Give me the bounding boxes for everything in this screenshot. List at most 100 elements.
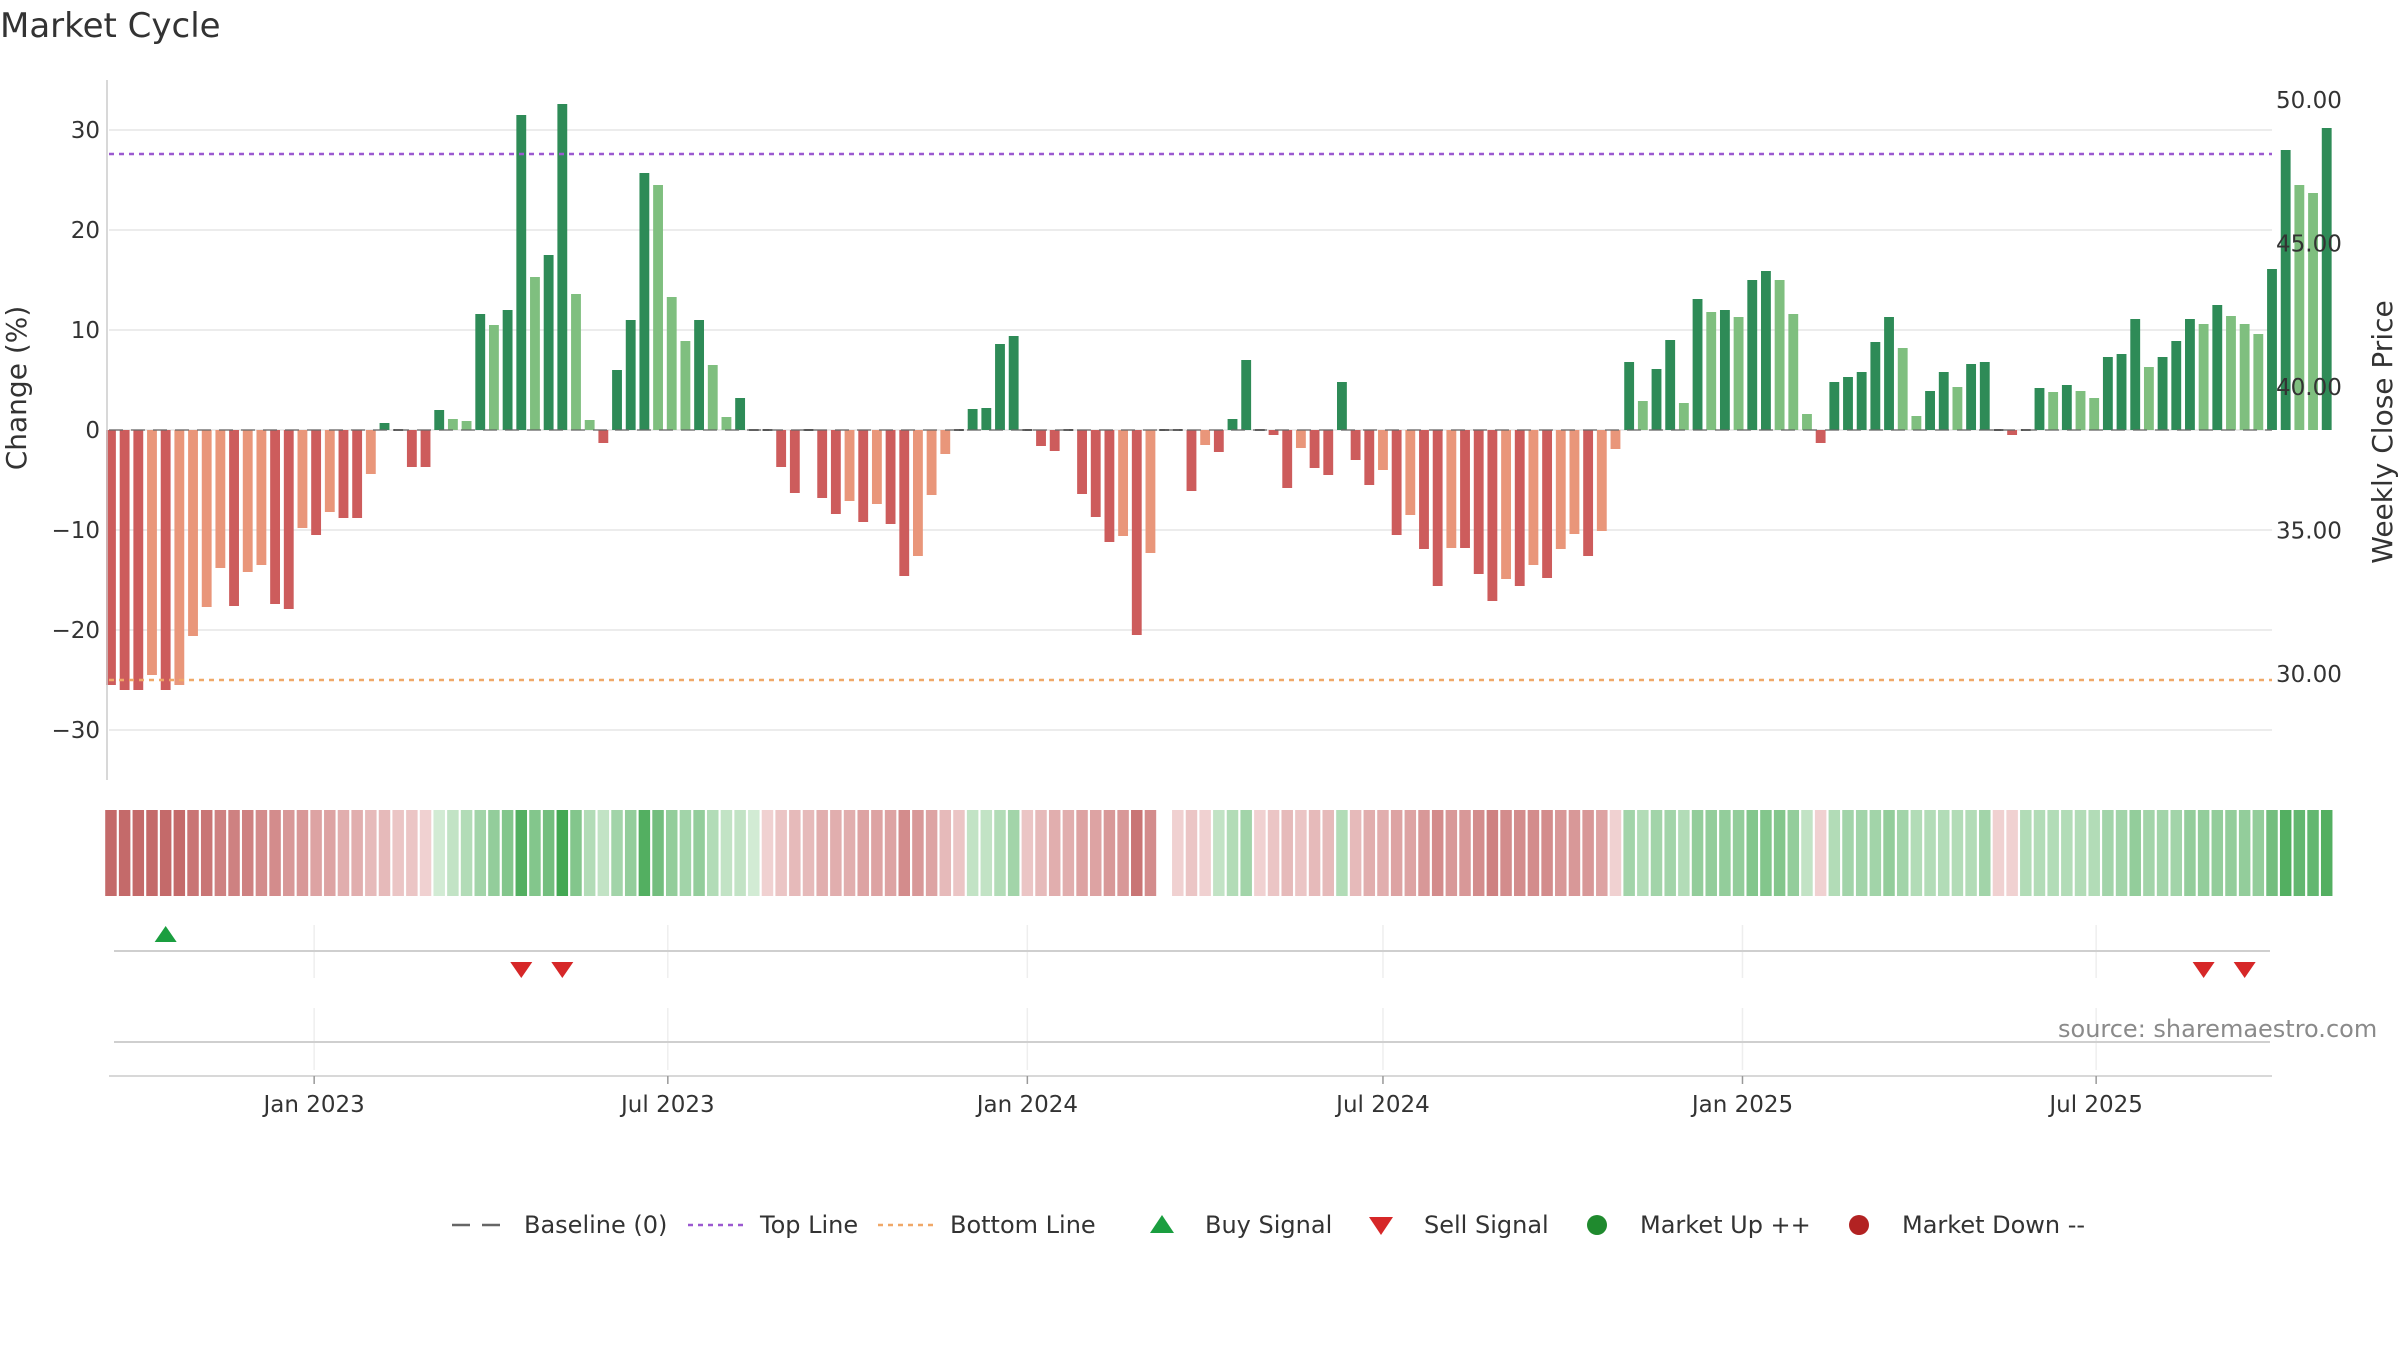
- pulse-cell: [1719, 810, 1731, 896]
- sell-signal-marker: [551, 962, 574, 978]
- pulse-cell: [1951, 810, 1964, 896]
- pulse-cell: [2088, 810, 2100, 896]
- change-bar: [1911, 416, 1922, 430]
- pulse-cell: [1021, 810, 1034, 896]
- pulse-cell: [1308, 810, 1321, 896]
- pulse-cell: [748, 810, 760, 896]
- pulse-cell: [105, 810, 117, 896]
- y-tick-label: 30: [71, 118, 100, 144]
- change-bar: [1802, 414, 1812, 430]
- change-bar: [2157, 357, 2168, 430]
- pulse-cell: [1746, 810, 1758, 896]
- legend-label: Buy Signal: [1205, 1211, 1332, 1239]
- change-bar: [447, 419, 458, 430]
- pulse-cell: [1869, 810, 1882, 896]
- change-bar: [871, 430, 882, 504]
- change-bar: [2048, 392, 2059, 430]
- change-bar: [625, 320, 636, 430]
- legend-item: Sell Signal: [1369, 1211, 1549, 1239]
- change-bar: [1364, 430, 1375, 485]
- change-bar: [1432, 430, 1443, 586]
- pulse-cell: [1213, 810, 1225, 896]
- change-bar: [2226, 316, 2236, 430]
- pulse-cell: [871, 810, 883, 896]
- change-bar: [598, 430, 609, 443]
- bars-layer: [106, 104, 2332, 690]
- change-bar: [1870, 342, 1881, 430]
- change-bar: [461, 421, 472, 430]
- pulse-cell: [1076, 810, 1088, 896]
- legend-item: Baseline (0): [452, 1211, 667, 1239]
- pulse-cell: [1910, 810, 1923, 896]
- pulse-cell: [1979, 810, 1991, 896]
- pulse-cell: [2293, 810, 2306, 896]
- change-bar: [817, 430, 828, 498]
- change-bar: [2280, 150, 2291, 430]
- change-bar: [1213, 430, 1224, 452]
- change-bar: [1227, 419, 1238, 430]
- legend-item: Bottom Line: [878, 1211, 1096, 1239]
- pulse-cell: [1924, 810, 1936, 896]
- pulse-cell: [1541, 810, 1553, 896]
- sell-signal-marker: [510, 962, 533, 978]
- pulse-cell: [583, 810, 596, 896]
- change-bar: [2143, 367, 2154, 430]
- change-bar: [324, 430, 335, 512]
- pulse-cell: [419, 810, 432, 896]
- pulse-cell: [296, 810, 309, 896]
- pulse-cell: [2184, 810, 2196, 896]
- legend-label: Sell Signal: [1424, 1211, 1549, 1239]
- pulse-cell: [1842, 810, 1854, 896]
- change-bar: [489, 325, 499, 430]
- change-bar: [1446, 430, 1457, 548]
- y2-tick-label: 30.00: [2276, 662, 2342, 688]
- pulse-cell: [1773, 810, 1786, 896]
- change-bar: [119, 430, 130, 690]
- change-bar: [1706, 312, 1717, 430]
- change-bar: [502, 310, 513, 430]
- change-bar: [1829, 382, 1840, 430]
- pulse-cell: [980, 810, 993, 896]
- pulse-cell: [283, 810, 295, 896]
- pulse-cell: [351, 810, 363, 896]
- change-bar: [2321, 128, 2332, 430]
- pulse-cell: [1527, 810, 1540, 896]
- pulse-cell: [146, 810, 158, 896]
- change-bar: [967, 409, 978, 430]
- pulse-cell: [255, 810, 268, 896]
- pulse-cell: [884, 810, 897, 896]
- source-note: source: sharemaestro.com: [2058, 1015, 2378, 1043]
- change-bar: [2034, 388, 2045, 430]
- x-tick-label: Jan 2023: [262, 1092, 365, 1118]
- pulse-cell: [2102, 810, 2114, 896]
- change-bar: [1747, 280, 1758, 430]
- change-bar: [2294, 185, 2305, 430]
- change-bar: [1391, 430, 1402, 535]
- pulse-cell: [652, 810, 664, 896]
- change-bar: [1337, 382, 1347, 430]
- change-bar: [721, 417, 732, 430]
- change-bar: [1624, 362, 1635, 430]
- pulse-cell: [1623, 810, 1635, 896]
- pulse-cell: [1103, 810, 1116, 896]
- change-bar: [1501, 430, 1511, 579]
- change-bar: [365, 430, 376, 474]
- pulse-cell: [542, 810, 555, 896]
- pulse-cell: [1363, 810, 1376, 896]
- pulse-cell: [1486, 810, 1499, 896]
- pulse-cell: [2252, 810, 2265, 896]
- y2-tick-label: 45.00: [2276, 232, 2342, 258]
- pulse-cell: [392, 810, 404, 896]
- pulse-cell: [761, 810, 774, 896]
- pulse-cell: [2170, 810, 2183, 896]
- sell-signal-marker: [2192, 962, 2215, 978]
- change-bar: [256, 430, 267, 565]
- pulse-cell: [159, 810, 172, 896]
- change-bar: [1884, 317, 1894, 430]
- y-tick-label: −30: [51, 718, 100, 744]
- change-bar: [1049, 430, 1060, 451]
- change-bar: [1637, 401, 1648, 430]
- sell-signal-marker: [2233, 962, 2256, 978]
- pulse-cell: [1855, 810, 1868, 896]
- change-bar: [2075, 391, 2086, 430]
